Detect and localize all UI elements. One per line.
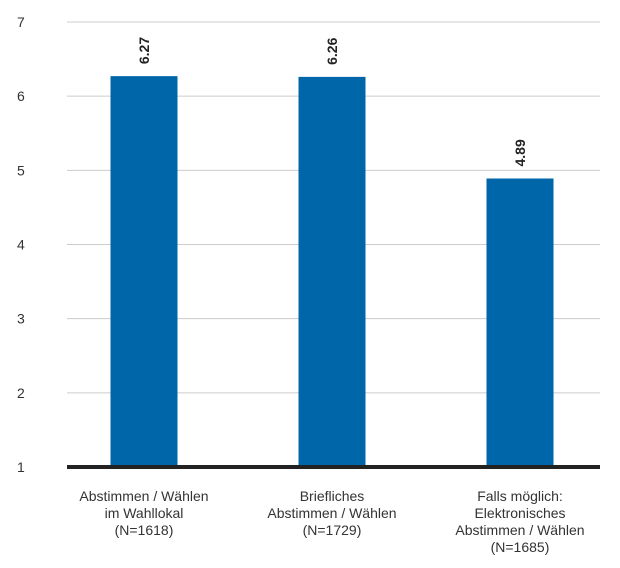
bar	[486, 178, 554, 467]
data-label: 4.89	[512, 139, 528, 166]
y-tick-label: 7	[17, 14, 25, 30]
y-tick-label: 2	[17, 385, 25, 401]
bar	[110, 76, 178, 468]
y-tick-label: 1	[17, 459, 25, 475]
bar	[298, 76, 366, 467]
data-label: 6.26	[324, 37, 340, 64]
x-tick-label: Briefliches	[300, 488, 365, 504]
x-tick-label: (N=1729)	[303, 522, 362, 538]
y-tick-label: 3	[17, 311, 25, 327]
y-tick-label: 4	[17, 237, 25, 253]
x-tick-label: (N=1685)	[491, 539, 550, 555]
x-tick-label: Falls möglich:	[477, 488, 563, 504]
x-tick-label: Abstimmen / Wählen	[79, 488, 208, 504]
x-tick-label: Abstimmen / Wählen	[267, 505, 396, 521]
y-tick-label: 6	[17, 88, 25, 104]
x-tick-label: im Wahllokal	[105, 505, 184, 521]
x-tick-label: Abstimmen / Wählen	[455, 522, 584, 538]
data-label: 6.27	[136, 37, 152, 64]
x-tick-label: (N=1618)	[115, 522, 174, 538]
y-tick-label: 5	[17, 162, 25, 178]
x-tick-label: Elektronisches	[474, 505, 565, 521]
